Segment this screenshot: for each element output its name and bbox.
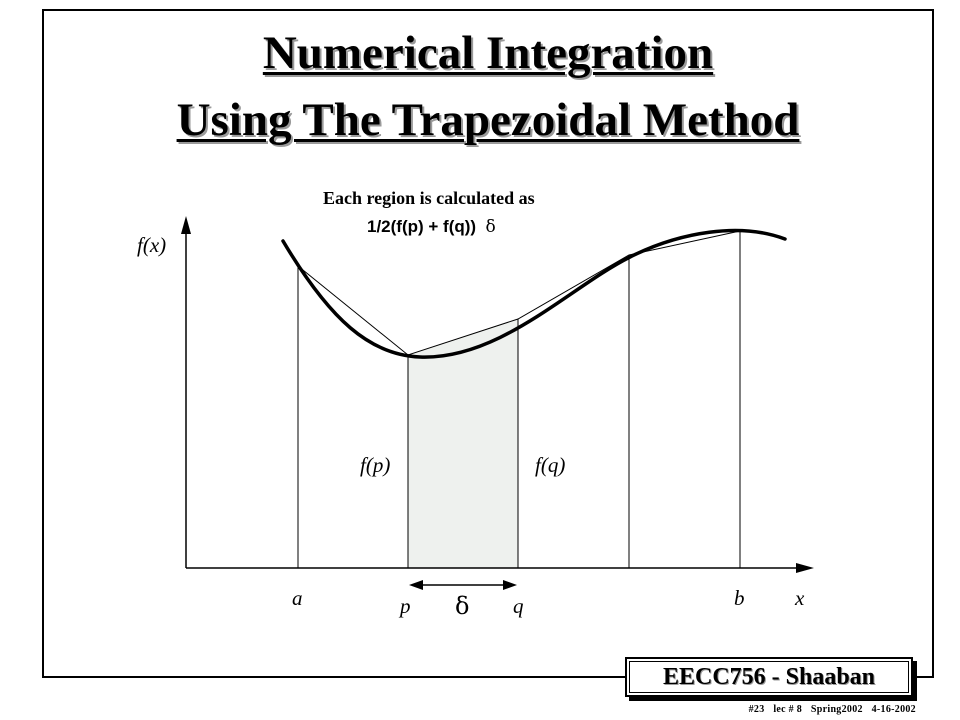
fp-label: f(p) bbox=[360, 453, 390, 477]
caption-line2: 1/2(f(p) + f(q)) δ bbox=[367, 218, 496, 236]
point-label-p: p bbox=[398, 594, 411, 618]
slide-title-line2: Using The Trapezoidal Method bbox=[176, 94, 800, 146]
fq-label: f(q) bbox=[535, 453, 565, 477]
footer-term: Spring2002 bbox=[810, 704, 863, 715]
course-badge-text: EECC756 - Shaaban bbox=[629, 661, 909, 693]
caption-delta-symbol: δ bbox=[485, 217, 496, 237]
function-curve bbox=[281, 228, 787, 359]
y-axis-arrowhead bbox=[181, 216, 191, 234]
caption-formula: 1/2(f(p) + f(q)) bbox=[367, 217, 477, 236]
footer-lecture: lec # 8 bbox=[773, 704, 803, 715]
course-badge: EECC756 - Shaaban bbox=[625, 657, 913, 697]
y-axis-label: f(x) bbox=[137, 233, 166, 257]
point-label-b: b bbox=[734, 586, 745, 610]
delta-label: δ bbox=[455, 592, 469, 620]
point-label-a: a bbox=[292, 586, 303, 610]
caption-line1: Each region is calculated as bbox=[323, 188, 535, 208]
x-axis-label: x bbox=[794, 586, 805, 610]
shaded-trapezoid-region bbox=[408, 319, 518, 568]
x-axis-arrowhead bbox=[796, 563, 814, 573]
footer-date: 4-16-2002 bbox=[871, 704, 916, 715]
trapezoid-chords bbox=[297, 230, 741, 356]
point-label-q: q bbox=[513, 594, 524, 618]
footer-slide-number: #23 bbox=[748, 704, 765, 715]
slide-footer: #23 lec # 8 Spring2002 4-16-2002 bbox=[743, 705, 916, 715]
slide-title-line1: Numerical Integration bbox=[262, 27, 714, 79]
delta-arrowhead-left bbox=[409, 580, 423, 590]
delta-arrowhead-right bbox=[503, 580, 517, 590]
